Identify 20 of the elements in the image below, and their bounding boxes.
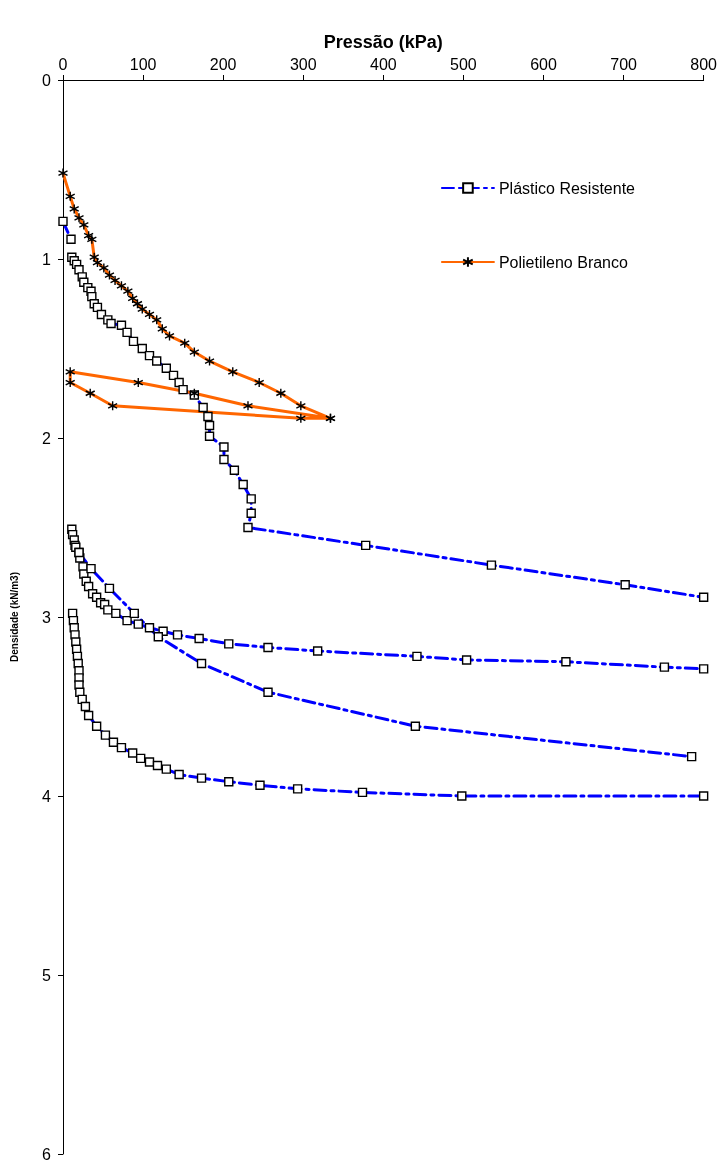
x-tick-label: 0 [58,55,68,73]
x-tick-label: 200 [209,55,237,73]
y-tick-label: 3 [42,608,52,626]
y-tick-label: 5 [42,966,52,984]
x-tick-label: 500 [450,55,477,73]
y-tick-label: 2 [42,429,52,447]
y-tick-label: 4 [42,787,52,805]
x-axis-title: Pressão (kPa) [323,32,443,53]
x-tick-label: 600 [530,55,557,73]
y-tick-label: 6 [42,1145,52,1163]
x-tick-label: 700 [610,55,638,73]
legend-label: Polietileno Branco [498,253,629,271]
x-tick-label: 400 [369,55,397,73]
x-tick-label: 300 [289,55,317,73]
y-tick-label: 1 [42,250,52,268]
y-axis-title: Densidade (kN/m3) [8,571,20,663]
y-tick-label: 0 [42,71,52,89]
legend-label: Plástico Resistente [498,179,636,197]
x-tick-label: 800 [690,55,718,73]
x-tick-label: 100 [129,55,157,73]
